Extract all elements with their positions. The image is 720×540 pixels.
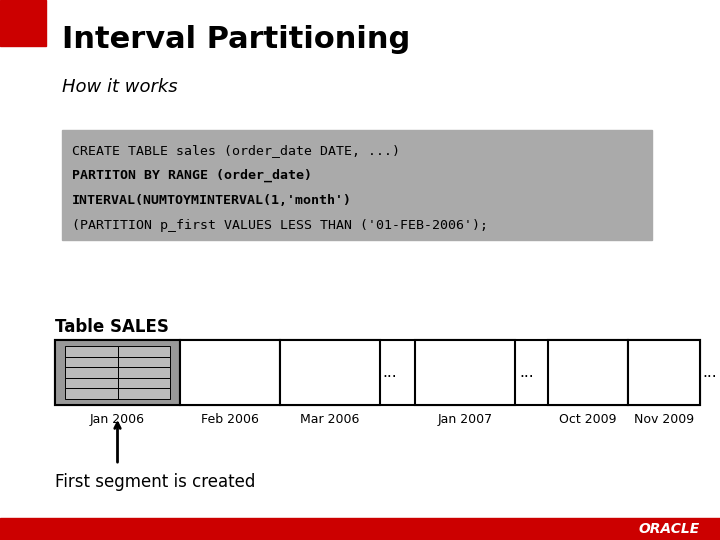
Text: Table SALES: Table SALES (55, 318, 169, 336)
Text: First segment is created: First segment is created (55, 473, 256, 491)
Text: Jan 2007: Jan 2007 (438, 413, 492, 426)
Bar (548, 340, 628, 405)
Bar (117, 356, 170, 367)
Text: Oct 2009: Oct 2009 (559, 413, 617, 426)
Bar (55, 340, 180, 405)
Bar (117, 367, 170, 378)
Text: ORACLE: ORACLE (639, 522, 700, 536)
Text: Mar 2006: Mar 2006 (300, 413, 360, 426)
Bar (117, 378, 170, 388)
Text: ...: ... (383, 365, 397, 380)
Text: (PARTITION p_first VALUES LESS THAN ('01-FEB-2006');: (PARTITION p_first VALUES LESS THAN ('01… (72, 219, 488, 232)
Bar (62, 130, 652, 240)
Text: Feb 2006: Feb 2006 (201, 413, 259, 426)
Text: Nov 2009: Nov 2009 (634, 413, 694, 426)
Text: CREATE TABLE sales (order_date DATE, ...): CREATE TABLE sales (order_date DATE, ...… (72, 144, 400, 157)
Text: Interval Partitioning: Interval Partitioning (62, 25, 410, 54)
Text: PARTITON BY RANGE (order_date): PARTITON BY RANGE (order_date) (72, 169, 312, 183)
Text: Jan 2006: Jan 2006 (90, 413, 145, 426)
Bar (415, 340, 515, 405)
Bar (55, 340, 700, 405)
Bar (0, 518, 720, 540)
Bar (117, 388, 170, 399)
Bar (280, 340, 380, 405)
Text: How it works: How it works (62, 78, 178, 96)
Bar (0, 0, 46, 46)
Bar (65, 367, 117, 378)
Bar (65, 388, 117, 399)
Text: ...: ... (520, 365, 534, 380)
Bar (180, 340, 280, 405)
Bar (65, 378, 117, 388)
Bar (628, 340, 700, 405)
Bar (65, 356, 117, 367)
Text: ...: ... (703, 365, 717, 380)
Text: INTERVAL(NUMTOYMINTERVAL(1,'month'): INTERVAL(NUMTOYMINTERVAL(1,'month') (72, 194, 352, 207)
Bar (65, 346, 117, 356)
Bar (117, 346, 170, 356)
